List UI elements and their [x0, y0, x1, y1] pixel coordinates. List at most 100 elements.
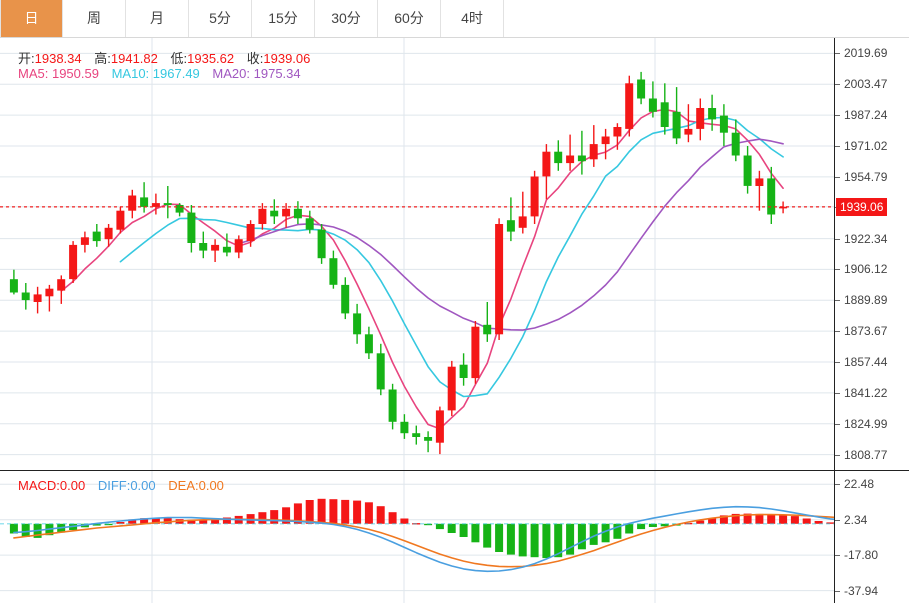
candle: [187, 212, 196, 243]
macd-histogram-bar: [400, 518, 409, 524]
timeframe-tab-7[interactable]: 4时: [441, 0, 504, 37]
macd-histogram-bar: [187, 519, 196, 524]
candle: [388, 389, 397, 422]
macd-histogram-bar: [708, 518, 717, 524]
macd-histogram-bar: [814, 521, 823, 524]
price-tick: [835, 176, 840, 178]
diff-line: [13, 505, 834, 573]
macd-histogram-bar: [518, 523, 527, 557]
macd-histogram-bar: [258, 512, 267, 524]
timeframe-tab-label: 周: [87, 10, 101, 26]
macd-plot-area[interactable]: [0, 471, 834, 603]
macd-histogram-bar: [767, 514, 776, 524]
close-label: 收:: [246, 51, 264, 66]
candle: [767, 178, 776, 215]
candle: [625, 83, 634, 129]
timeframe-tab-1[interactable]: 周: [63, 0, 126, 37]
low-value: 1935.62: [187, 51, 235, 66]
high-label: 高:: [94, 51, 111, 66]
macd-histogram-bar: [282, 507, 291, 524]
price-tick: [835, 423, 840, 425]
candle: [69, 244, 78, 280]
close-value: 1939.06: [263, 51, 311, 66]
macd-histogram-bar: [116, 522, 125, 524]
candle: [601, 136, 610, 145]
timeframe-tab-0[interactable]: 日: [0, 0, 63, 37]
macd-histogram-bar: [199, 519, 208, 524]
price-tick: [835, 300, 840, 302]
macd-histogram-bar: [435, 523, 444, 530]
candle: [175, 205, 184, 213]
macd-histogram-bar: [755, 513, 764, 524]
candle: [246, 224, 255, 242]
candle: [293, 208, 302, 219]
macd-histogram-bar: [151, 518, 160, 524]
timeframe-tab-2[interactable]: 月: [126, 0, 189, 37]
candle: [128, 195, 137, 211]
macd-histogram-bar: [790, 516, 799, 524]
price-tick: [835, 84, 840, 86]
tab-bar-filler: [504, 0, 909, 37]
price-axis-label: 2003.47: [844, 77, 888, 92]
price-tick: [835, 146, 840, 147]
macd-histogram-bar: [648, 523, 657, 527]
diff-label: DIFF:: [97, 478, 131, 493]
candle: [9, 279, 18, 293]
price-axis-label: 2019.69: [844, 46, 888, 61]
timeframe-tab-bar: 日 周 月 5分 15分 30分 60分 4时: [0, 0, 909, 38]
price-axis-label: 1808.77: [844, 447, 888, 462]
macd-histogram-bar: [128, 519, 137, 524]
price-axis-label: 1922.34: [844, 231, 888, 246]
macd-histogram-bar: [577, 523, 586, 550]
candle: [637, 79, 646, 99]
ma-legend: MA5: 1950.59 MA10: 1967.49 MA20: 1975.34: [18, 66, 310, 81]
price-panel: 2019.69 2003.47 1987.24 1971.02 1954.79 1939.…: [0, 38, 909, 470]
candle: [708, 108, 717, 120]
candle: [222, 246, 231, 253]
macd-histogram-bar: [424, 523, 433, 526]
candle: [305, 218, 314, 230]
candle: [80, 237, 89, 245]
candle: [613, 127, 622, 137]
price-axis-label: 1906.12: [844, 262, 888, 277]
candle: [779, 206, 788, 209]
candle: [731, 132, 740, 156]
timeframe-tab-6[interactable]: 60分: [378, 0, 441, 37]
macd-histogram-bar: [163, 517, 172, 524]
candle: [92, 231, 101, 242]
price-plot-area[interactable]: [0, 38, 834, 470]
timeframe-tab-5[interactable]: 30分: [315, 0, 378, 37]
candle: [33, 294, 42, 302]
candle: [554, 151, 563, 164]
open-value: 1938.34: [34, 51, 82, 66]
macd-histogram-bar: [293, 503, 302, 524]
price-tick: [835, 392, 840, 394]
candle: [648, 98, 657, 112]
timeframe-tab-3[interactable]: 5分: [189, 0, 252, 37]
macd-histogram-bar: [826, 522, 834, 524]
macd-panel: 22.48 2.34 -17.80 -37.94 MACD:0.00 DIFF:0.0…: [0, 470, 909, 603]
price-tick: [835, 238, 840, 240]
timeframe-tab-4[interactable]: 15分: [252, 0, 315, 37]
macd-histogram-bar: [743, 513, 752, 524]
ma20-line: [238, 138, 784, 331]
candle: [719, 115, 728, 133]
macd-histogram-bar: [530, 523, 539, 558]
candle: [282, 208, 291, 217]
ma5-value: 1950.59: [51, 66, 99, 81]
price-tick: [835, 454, 840, 456]
macd-value: 0.00: [59, 478, 86, 493]
price-axis-label: 1873.67: [844, 324, 888, 339]
macd-histogram-bar: [222, 517, 231, 524]
macd-histogram-bar: [696, 520, 705, 524]
timeframe-tab-label: 60分: [394, 10, 424, 26]
macd-tick: [835, 484, 840, 486]
candle: [696, 108, 705, 129]
macd-histogram-bar: [305, 500, 314, 524]
ma20-label: MA20:: [212, 66, 250, 81]
macd-histogram-bar: [329, 499, 338, 524]
macd-histogram-bar: [459, 523, 468, 537]
candle: [755, 178, 764, 186]
macd-histogram-bar: [376, 506, 385, 524]
candle: [317, 229, 326, 259]
